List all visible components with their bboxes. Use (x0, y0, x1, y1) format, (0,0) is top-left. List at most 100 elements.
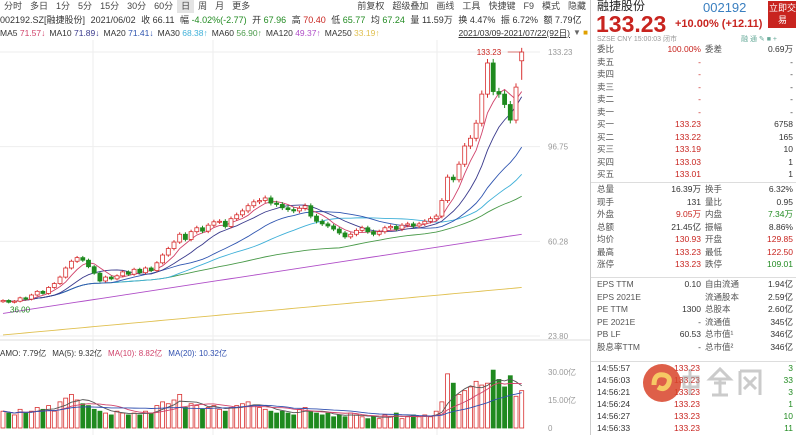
row-value-2: 6.32% (768, 184, 793, 194)
volume-legend-item: MA(5): 9.32亿 (52, 348, 102, 358)
ma-legend-item: MA120 49.37↑ (266, 28, 321, 38)
candle-body (245, 205, 251, 212)
period-tab[interactable]: 日 (177, 0, 195, 13)
lock-icon[interactable]: ■ (583, 28, 588, 37)
candle-body (410, 223, 416, 227)
volume-bar (285, 412, 291, 429)
candle-body (382, 227, 388, 233)
period-tab[interactable]: 15分 (100, 1, 120, 11)
volume-bar (108, 414, 114, 429)
panel-tool-icons[interactable]: 融 通 ✎ ■ + (741, 36, 777, 43)
candle-body (331, 225, 337, 230)
row-value-2: 0.95 (776, 196, 793, 207)
candle-body (114, 275, 120, 280)
bar-date: 2021/06/02 (90, 15, 136, 25)
toolbar-button[interactable]: F9 (523, 1, 534, 11)
row-label-2 (701, 68, 745, 81)
row-value: 133.23 (675, 259, 701, 269)
row-label-2: 最低 (705, 246, 723, 257)
min-price-label: 36.00 (10, 305, 31, 314)
candle-body (69, 260, 74, 269)
tick-row: 14:55:57 133.23 3 (591, 362, 796, 374)
volume-bar (148, 412, 154, 429)
period-tab[interactable]: 60分 (154, 1, 174, 11)
ma-label: MA5 (0, 28, 18, 38)
toolbar-button[interactable]: 模式 (541, 1, 560, 11)
period-tab[interactable]: 分时 (4, 1, 23, 11)
amp-label: 振 (500, 15, 510, 25)
toolbar-right: 前复权 超级叠加 画线 工具 快捷键 F9 模式 隐藏 (353, 0, 590, 13)
toolbar-button[interactable]: 前复权 (357, 1, 385, 11)
candle-body (479, 93, 485, 124)
stock-code: 002192.SZ[融捷股份] (0, 15, 86, 25)
range-dropdown-icon[interactable]: ▼ ■ (573, 28, 588, 37)
row-label: 买二 (597, 131, 615, 142)
trade-button[interactable]: 立即交易 (768, 1, 796, 28)
period-tab[interactable]: 周 (198, 1, 208, 11)
row-label: 总量 (597, 184, 615, 194)
order-book: 委比 100.00% 委差 0.69万 卖五 - - 卖四 - - 卖三 - - 卖二 - - 卖一 - - 买一 13… (591, 43, 796, 181)
row-label: 委比 (597, 44, 615, 54)
row-value: - (698, 106, 701, 117)
period-tab[interactable]: 1分 (56, 1, 71, 11)
period-tab[interactable]: 多日 (30, 1, 49, 11)
candle-body (165, 248, 171, 256)
candle-body (445, 176, 451, 201)
date-range[interactable]: 2021/03/09-2021/07/22(92日) (458, 28, 571, 38)
candle-body (428, 218, 433, 222)
tick-price: 133.23 (674, 399, 700, 409)
row-label: 涨停 (597, 259, 615, 269)
row-value-2: 129.85 (767, 234, 793, 244)
price-axis-label: 60.28 (548, 237, 569, 246)
volume-bar (74, 399, 80, 429)
row-label: 卖二 (597, 94, 615, 104)
fund-row: EPS 2021E 流通股本 2.59亿 (591, 291, 796, 304)
row-label-2 (701, 168, 745, 181)
ma-value: 68.38↑ (182, 28, 208, 38)
period-tab[interactable]: 更多 (232, 1, 251, 11)
row-value-2: 6758 (774, 119, 793, 129)
toolbar-button[interactable]: 超级叠加 (392, 1, 429, 11)
row-value: 133.19 (675, 144, 701, 154)
ma-label: MA120 (265, 28, 293, 38)
row-label-2: 总股本 (705, 304, 731, 314)
toolbar-button[interactable]: 工具 (462, 1, 481, 11)
toolbar-button[interactable]: 快捷键 (488, 1, 516, 11)
period-tab[interactable]: 月 (215, 1, 225, 11)
book-row: 卖三 - - (591, 81, 796, 94)
row-value: 133.03 (675, 156, 701, 167)
candle-body (63, 267, 69, 278)
market-meta: SZSE CNY 15:00:03 闭市 (597, 36, 678, 43)
amt-label: 额 (543, 15, 553, 25)
row-value-2: 0.69万 (767, 44, 793, 54)
volume-bar (251, 405, 257, 429)
candle-body (97, 272, 103, 282)
row-value-2: 1.94亿 (767, 279, 793, 289)
candle-body (257, 200, 262, 203)
kline-chart[interactable]: 133.23 96.75 60.28 23.80 30.00亿 15.00亿 0 133.23… (0, 40, 590, 435)
tick-time: 14:56:03 (597, 375, 631, 385)
toolbar-button[interactable]: 隐藏 (567, 1, 586, 11)
period-tab[interactable]: 30分 (127, 1, 147, 11)
toolbar-button[interactable]: 画线 (436, 1, 455, 11)
row-value-2: 345亿 (770, 316, 793, 327)
row-label-2: 振幅 (705, 221, 723, 232)
ma-label: MA10 (49, 28, 72, 38)
volume-bar (69, 393, 74, 429)
tick-volume: 11 (784, 423, 793, 433)
volume-bar (490, 369, 496, 429)
volume-bar (405, 416, 411, 429)
tick-row: 14:56:03 133.23 33 (591, 374, 796, 386)
volume-bar (257, 407, 262, 429)
volume-bar (46, 405, 51, 429)
volume-bar (177, 393, 183, 429)
fund-row: 股息率TTM - 总市值² 346亿 (591, 341, 796, 354)
candle-body (399, 224, 405, 230)
row-value-2: 8.86% (768, 221, 793, 232)
period-tab[interactable]: 5分 (78, 1, 93, 11)
volume-bar (513, 395, 519, 429)
candle-body (194, 227, 200, 233)
volume-bar (103, 412, 108, 429)
avg-value: 67.24 (382, 15, 405, 25)
candle-body (91, 266, 97, 274)
